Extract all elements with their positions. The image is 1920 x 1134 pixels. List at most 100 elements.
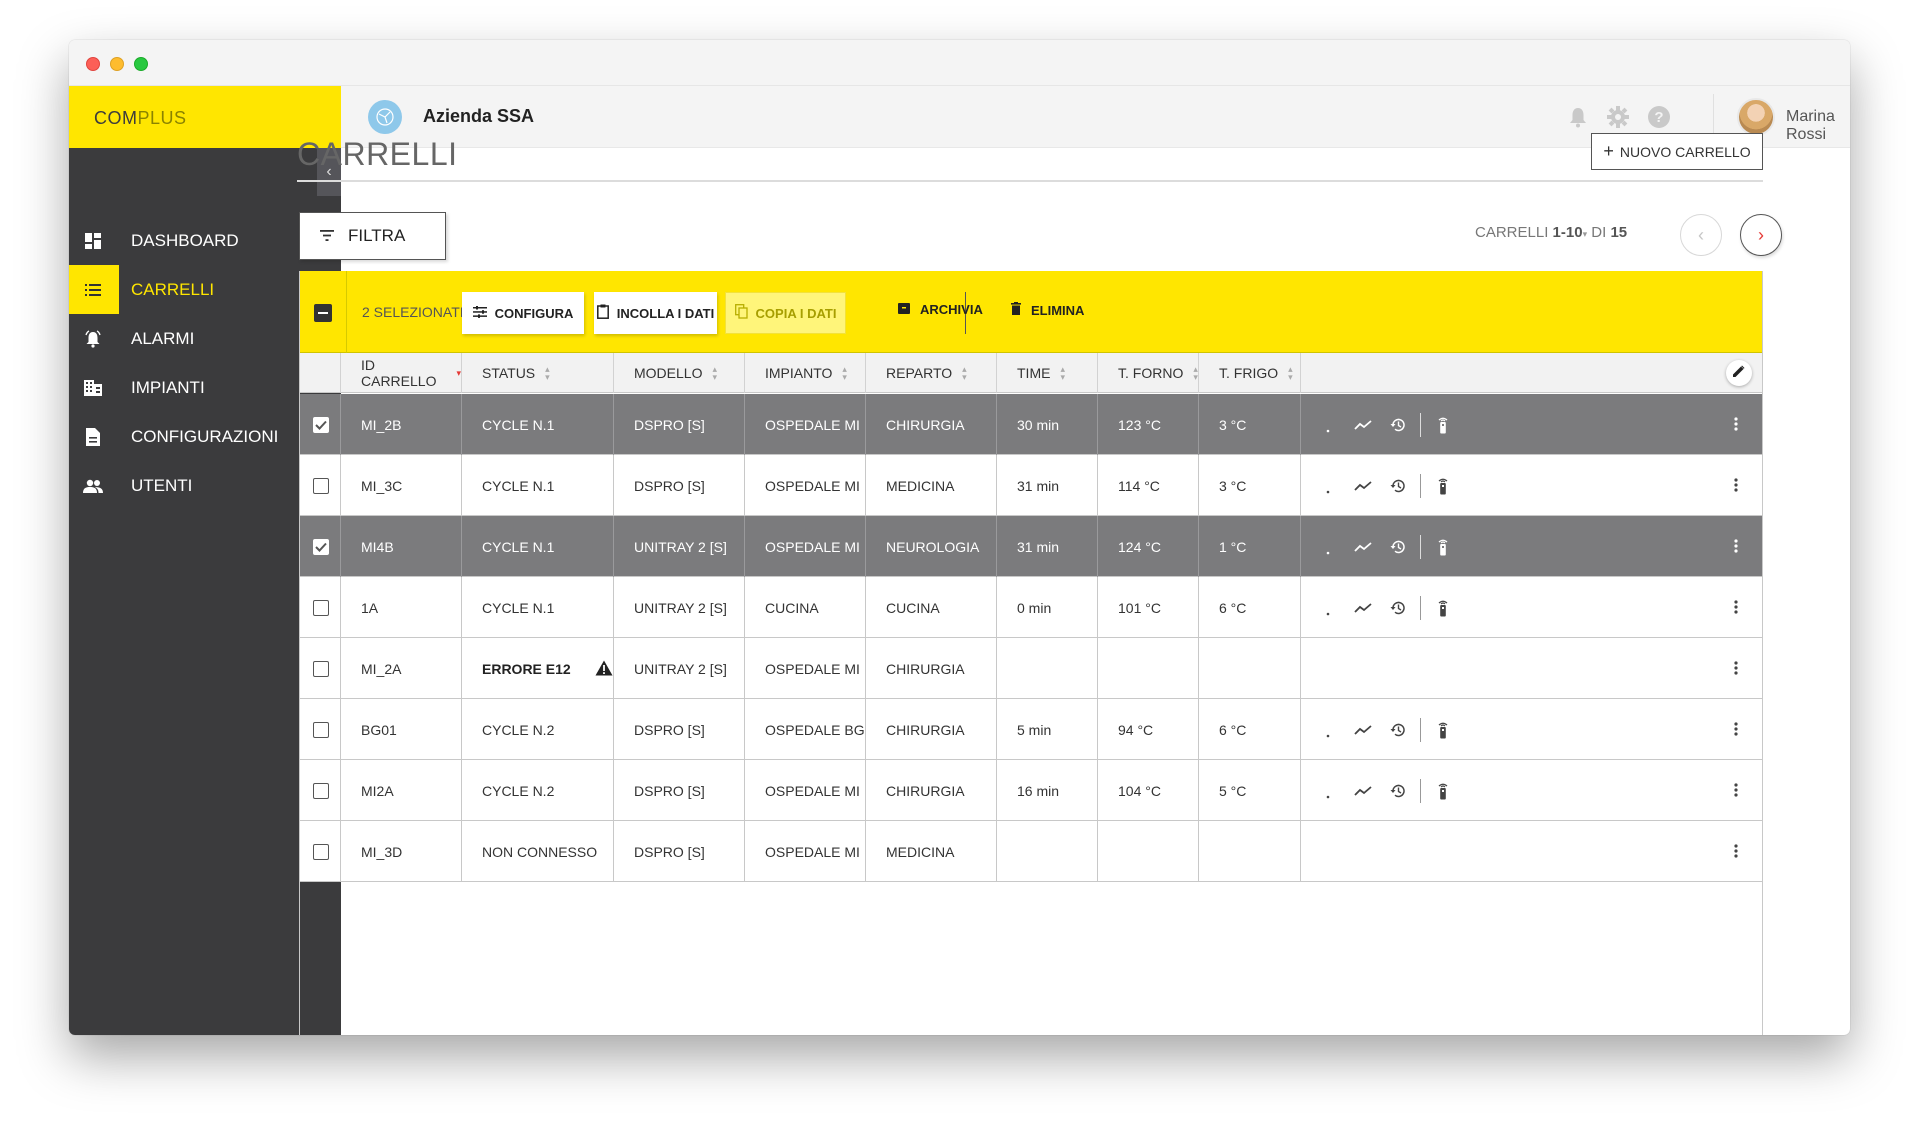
sidebar-item-utenti[interactable]: UTENTI	[69, 461, 341, 510]
more-options-icon[interactable]	[1724, 595, 1748, 619]
more-options-icon[interactable]	[1724, 534, 1748, 558]
minimize-window-button[interactable]	[110, 57, 124, 71]
sidebar-item-carrelli[interactable]: CARRELLI	[69, 265, 341, 314]
cell-fridge: 6 °C	[1199, 699, 1301, 760]
cell-time: 31 min	[997, 516, 1098, 577]
filter-button[interactable]: FILTRA	[299, 212, 446, 260]
sort-icon[interactable]: ▴ ▾	[545, 364, 550, 382]
paste-data-button[interactable]: INCOLLA I DATI	[594, 292, 717, 334]
archive-button[interactable]: ARCHIVIA	[898, 302, 983, 317]
row-checkbox[interactable]	[313, 843, 329, 860]
column-header-time[interactable]: TIME ▴ ▾	[997, 353, 1098, 393]
cell-oven-text: 101 °C	[1118, 599, 1161, 616]
brand-logo[interactable]: COMPLUS	[69, 86, 341, 148]
maximize-window-button[interactable]	[134, 57, 148, 71]
table-row[interactable]: MI_3D NON CONNESSO DSPRO [S] OSPEDALE MI MED…	[300, 821, 1762, 882]
table-row[interactable]: MI4B CYCLE N.1 UNITRAY 2 [S] OSPEDALE MI NEU…	[300, 516, 1762, 577]
sort-icon[interactable]: ▴ ▾	[1060, 364, 1065, 382]
previous-page-button[interactable]: ‹	[1680, 214, 1722, 256]
copy-data-button[interactable]: COPIA I DATI	[725, 292, 846, 334]
avatar[interactable]	[1737, 98, 1775, 136]
column-header-status[interactable]: STATUS ▴ ▾	[462, 353, 614, 393]
trend-icon[interactable]	[1350, 717, 1376, 743]
more-options-icon[interactable]	[1724, 473, 1748, 497]
remote-icon[interactable]	[1430, 595, 1456, 621]
row-checkbox[interactable]	[313, 477, 329, 494]
cell-plant: OSPEDALE MI	[745, 516, 866, 577]
cell-oven: 101 °C	[1098, 577, 1199, 638]
bell-icon[interactable]	[1315, 595, 1341, 621]
sort-icon[interactable]: ▴ ▾	[1288, 364, 1293, 382]
row-checkbox[interactable]	[313, 782, 329, 799]
history-icon[interactable]	[1385, 717, 1411, 743]
trend-icon[interactable]	[1350, 534, 1376, 560]
bell-icon[interactable]	[1315, 778, 1341, 804]
more-options-icon[interactable]	[1724, 412, 1748, 436]
pager-label: CARRELLI	[1475, 224, 1549, 241]
history-icon[interactable]	[1385, 534, 1411, 560]
delete-button[interactable]: ELIMINA	[1011, 302, 1084, 318]
more-options-icon[interactable]	[1724, 778, 1748, 802]
table-row[interactable]: MI_2A ERRORE E12 UNITRAY 2 [S] OSPEDALE MI C…	[300, 638, 1762, 699]
trend-icon[interactable]	[1350, 595, 1376, 621]
table-row[interactable]: 1A CYCLE N.1 UNITRAY 2 [S] CUCINA CUCINA 0 mi…	[300, 577, 1762, 638]
bell-icon[interactable]	[1315, 534, 1341, 560]
pager-range[interactable]: 1-10	[1552, 224, 1583, 241]
row-checkbox[interactable]	[313, 538, 329, 555]
configure-button[interactable]: CONFIGURA	[462, 292, 584, 334]
table-row[interactable]: MI_3C CYCLE N.1 DSPRO [S] OSPEDALE MI MEDICI…	[300, 455, 1762, 516]
row-checkbox[interactable]	[313, 721, 329, 738]
remote-icon[interactable]	[1430, 534, 1456, 560]
history-icon[interactable]	[1385, 778, 1411, 804]
remote-icon[interactable]	[1430, 717, 1456, 743]
sort-desc-icon[interactable]: ▾	[456, 368, 461, 378]
next-page-button[interactable]: ›	[1740, 214, 1782, 256]
bell-icon[interactable]	[1565, 104, 1591, 130]
close-window-button[interactable]	[86, 57, 100, 71]
sidebar-item-impianti[interactable]: IMPIANTI	[69, 363, 341, 412]
more-options-icon[interactable]	[1724, 839, 1748, 863]
sidebar-item-alarmi[interactable]: ALARMI	[69, 314, 341, 363]
row-checkbox[interactable]	[313, 660, 329, 677]
sort-icon[interactable]: ▴ ▾	[962, 364, 967, 382]
bell-icon[interactable]	[1315, 473, 1341, 499]
new-cart-button[interactable]: + NUOVO CARRELLO	[1591, 133, 1763, 170]
history-icon[interactable]	[1385, 412, 1411, 438]
gear-icon[interactable]	[1605, 104, 1631, 130]
trend-icon[interactable]	[1350, 778, 1376, 804]
cell-model-text: DSPRO [S]	[634, 416, 705, 433]
table-row[interactable]: MI_2B CYCLE N.1 DSPRO [S] OSPEDALE MI CHIRUR…	[300, 394, 1762, 455]
sort-icon[interactable]: ▴ ▾	[712, 364, 717, 382]
sidebar-item-dashboard[interactable]: DASHBOARD	[69, 216, 341, 265]
row-checkbox[interactable]	[313, 416, 329, 433]
column-header-dept[interactable]: REPARTO ▴ ▾	[866, 353, 997, 393]
column-header-plant[interactable]: IMPIANTO ▴ ▾	[745, 353, 866, 393]
remote-icon[interactable]	[1430, 778, 1456, 804]
sidebar-item-configurazioni[interactable]: CONFIGURAZIONI	[69, 412, 341, 461]
bell-icon[interactable]	[1315, 412, 1341, 438]
trend-icon[interactable]	[1350, 412, 1376, 438]
column-header-model[interactable]: MODELLO ▴ ▾	[614, 353, 745, 393]
column-header-oven[interactable]: T. FORNO ▴ ▾	[1098, 353, 1199, 393]
column-header-id[interactable]: ID CARRELLO ▾	[341, 353, 462, 393]
edit-columns-button[interactable]	[1726, 360, 1752, 386]
sort-icon[interactable]: ▴ ▾	[842, 364, 847, 382]
more-options-icon[interactable]	[1724, 656, 1748, 680]
table-row[interactable]: BG01 CYCLE N.2 DSPRO [S] OSPEDALE BG CHIRURG…	[300, 699, 1762, 760]
sort-icon[interactable]: ▴ ▾	[1193, 364, 1198, 382]
remote-icon[interactable]	[1430, 412, 1456, 438]
column-header-fridge[interactable]: T. FRIGO ▴ ▾	[1199, 353, 1301, 393]
history-icon[interactable]	[1385, 473, 1411, 499]
bell-icon[interactable]	[1315, 717, 1341, 743]
remote-icon[interactable]	[1430, 473, 1456, 499]
row-checkbox[interactable]	[313, 599, 329, 616]
history-icon[interactable]	[1385, 595, 1411, 621]
table-row[interactable]: MI2A CYCLE N.2 DSPRO [S] OSPEDALE MI CHIRURG…	[300, 760, 1762, 821]
trend-icon[interactable]	[1350, 473, 1376, 499]
help-icon[interactable]: ?	[1646, 104, 1672, 130]
user-name[interactable]: Marina Rossi	[1786, 108, 1835, 143]
more-options-icon[interactable]	[1724, 717, 1748, 741]
actions-divider	[1420, 778, 1421, 803]
select-all-checkbox[interactable]	[314, 304, 332, 322]
sidebar-collapse-button[interactable]: ‹	[317, 148, 341, 196]
